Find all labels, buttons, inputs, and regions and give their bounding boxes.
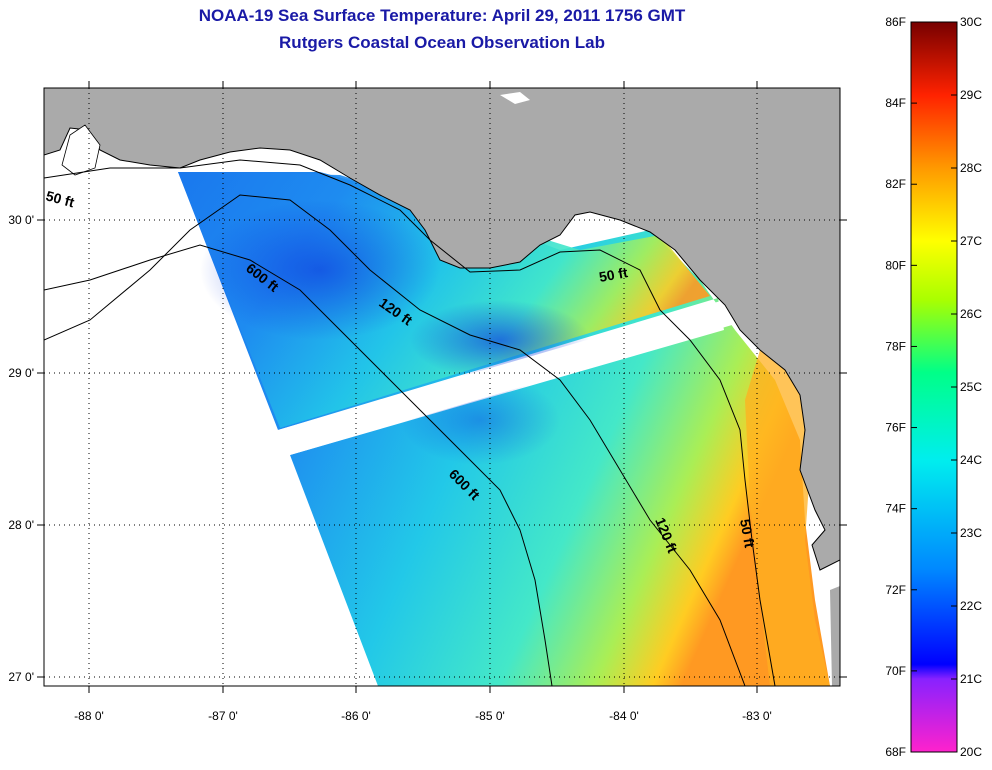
lat-label: 29 0' <box>8 366 34 380</box>
map-subtitle: Rutgers Coastal Ocean Observation Lab <box>279 33 605 52</box>
contour-label: 50 ft <box>598 264 629 285</box>
colorbar-label-f: 74F <box>885 502 906 516</box>
lat-label: 28 0' <box>8 518 34 532</box>
colorbar-label-c: 25C <box>960 380 982 394</box>
colorbar-label-c: 27C <box>960 234 982 248</box>
colorbar-label-f: 78F <box>885 339 906 353</box>
map-title: NOAA-19 Sea Surface Temperature: April 2… <box>198 6 686 25</box>
colorbar-label-f: 86F <box>885 15 906 29</box>
colorbar-label-c: 21C <box>960 672 982 686</box>
colorbar-c-labels: 30C 29C 28C 27C 26C 25C 24C 23C 22C 21C 20C <box>951 15 982 759</box>
lon-label: -85 0' <box>475 709 505 723</box>
lon-label: -86 0' <box>341 709 371 723</box>
contour-120ft <box>44 194 746 686</box>
colorbar-label-c: 24C <box>960 453 982 467</box>
colorbar-label-f: 82F <box>885 177 906 191</box>
colorbar-label-f: 84F <box>885 96 906 110</box>
lon-ticks <box>88 81 758 693</box>
colorbar <box>910 21 958 753</box>
warm-coastal-water <box>745 350 830 686</box>
colorbar-label-c: 28C <box>960 161 982 175</box>
lon-label: -83 0' <box>742 709 772 723</box>
colorbar-label-c: 22C <box>960 599 982 613</box>
land-mass <box>830 586 840 686</box>
lon-label: -84 0' <box>609 709 639 723</box>
lon-label: -88 0' <box>74 709 104 723</box>
lake <box>500 92 530 104</box>
contour-label: 50 ft <box>44 187 76 210</box>
colorbar-label-c: 23C <box>960 526 982 540</box>
lat-label: 30 0' <box>8 213 34 227</box>
colorbar-f-labels: 86F 84F 82F 80F 78F 76F 74F 72F 70F 68F <box>885 15 917 759</box>
colorbar-label-c: 29C <box>960 88 982 102</box>
contour-600ft <box>44 244 553 686</box>
plot-frame <box>43 87 841 687</box>
lat-ticks <box>37 219 847 678</box>
depth-contours <box>44 159 776 686</box>
colorbar-label-f: 76F <box>885 421 906 435</box>
colorbar-label-c: 20C <box>960 745 982 759</box>
contour-50ft <box>44 159 776 686</box>
colorbar-label-f: 68F <box>885 745 906 759</box>
cold-water-region <box>200 200 440 340</box>
colorbar-label-f: 80F <box>885 258 906 272</box>
plot-area: 50 ft 600 ft 120 ft 50 ft 600 ft 120 ft … <box>44 88 840 686</box>
colorbar-label-f: 72F <box>885 583 906 597</box>
land-mass <box>44 88 840 571</box>
bay <box>61 124 101 176</box>
colorbar-label-c: 26C <box>960 307 982 321</box>
contour-label: 50 ft <box>737 518 758 549</box>
data-gap <box>278 300 732 455</box>
colorbar-label-c: 30C <box>960 15 982 29</box>
colorbar-label-f: 70F <box>885 664 906 678</box>
lat-label: 27 0' <box>8 670 34 684</box>
lon-label: -87 0' <box>208 709 238 723</box>
